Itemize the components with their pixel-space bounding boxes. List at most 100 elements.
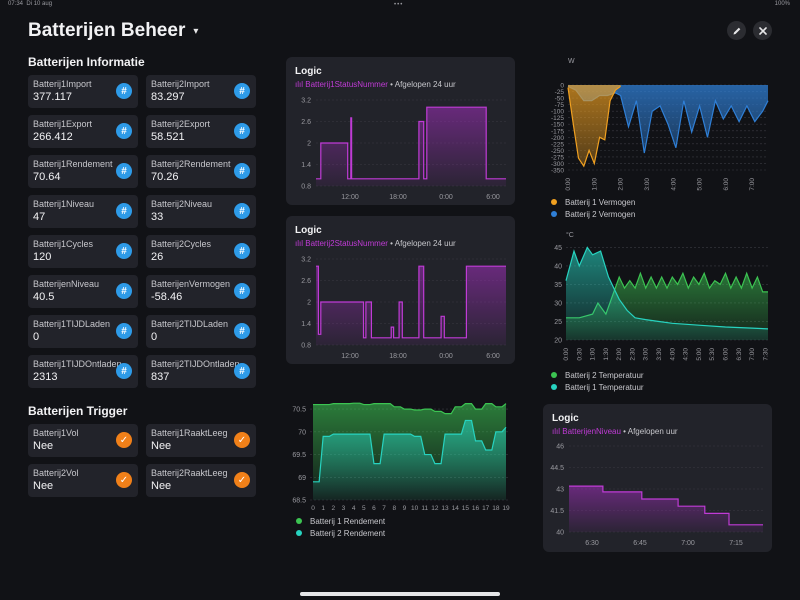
info-card[interactable]: Batterij1Cycles 120 # — [28, 235, 138, 268]
trigger-card[interactable]: Batterij2Vol Nee ✓ — [28, 464, 138, 497]
close-button[interactable] — [753, 21, 772, 40]
trigger-card[interactable]: Batterij1Vol Nee ✓ — [28, 424, 138, 457]
info-card[interactable]: BatterijenNiveau 40.5 # — [28, 275, 138, 308]
legend-item[interactable]: Batterij 2 Temperatuur — [551, 369, 644, 381]
info-card[interactable]: Batterij2Import 83.297 # — [146, 75, 256, 108]
card-value: 0 — [151, 331, 158, 343]
info-card[interactable]: Batterij1TIJDLaden 0 # — [28, 315, 138, 348]
info-card[interactable]: Batterij2Cycles 26 # — [146, 235, 256, 268]
x-tick-label: 8 — [392, 505, 396, 512]
x-tick-label: 12:00 — [341, 194, 359, 201]
series-area — [566, 247, 768, 340]
y-tick-label: 43 — [556, 487, 564, 494]
card-value: 26 — [151, 251, 164, 263]
info-card[interactable]: Batterij2TIJDOntladen 837 # — [146, 355, 256, 388]
x-tick-label: 7:00 — [749, 348, 756, 361]
legend-item[interactable]: Batterij 2 Rendement — [296, 527, 385, 539]
checkmark-icon: ✓ — [234, 432, 250, 448]
entity-name[interactable]: Batterij1StatusNummer — [305, 80, 388, 89]
y-tick-label: -100 — [551, 109, 564, 116]
card-value: Nee — [151, 440, 172, 452]
multitask-dots[interactable]: ••• — [394, 2, 404, 8]
y-tick-label: 1.4 — [301, 321, 311, 328]
x-tick-label: 7:15 — [729, 540, 743, 547]
logic-card-status2[interactable]: Logic ılıl Batterij2StatusNummer • Afgel… — [286, 216, 515, 364]
x-tick-label: 0:00 — [439, 194, 453, 201]
y-tick-label: 69.5 — [292, 452, 306, 459]
series-line — [313, 419, 507, 483]
y-tick-label: 2 — [307, 300, 311, 307]
x-tick-label: 4 — [352, 505, 356, 512]
period-label: • Afgelopen 24 uur — [387, 80, 456, 89]
card-label: Batterij1Niveau — [33, 199, 95, 209]
home-indicator[interactable] — [300, 592, 500, 596]
info-card[interactable]: Batterij1Import 377.117 # — [28, 75, 138, 108]
card-label: Batterij1TIJDOntladen — [33, 359, 122, 369]
x-tick-label: 5:00 — [696, 348, 703, 361]
x-tick-label: 3:30 — [656, 348, 663, 361]
card-label: Batterij2Vol — [33, 468, 79, 478]
entity-name[interactable]: BatterijenNiveau — [562, 427, 621, 436]
info-card[interactable]: Batterij1Niveau 47 # — [28, 195, 138, 228]
edit-button[interactable] — [727, 21, 746, 40]
info-card[interactable]: Batterij2Rendement 70.26 # — [146, 155, 256, 188]
x-tick-label: 5 — [362, 505, 366, 512]
hash-icon: # — [116, 283, 132, 299]
y-tick-label: 41.5 — [550, 508, 564, 515]
legend-item[interactable]: Batterij 1 Vermogen — [551, 196, 635, 208]
card-label: BatterijenNiveau — [33, 279, 100, 289]
hash-icon: # — [116, 163, 132, 179]
dashboard-header: Batterijen Beheer ▾ — [28, 20, 198, 42]
chevron-down-icon[interactable]: ▾ — [193, 25, 199, 37]
series-line — [566, 271, 768, 319]
legend-item[interactable]: Batterij 2 Vermogen — [551, 208, 635, 220]
y-tick-label: 30 — [554, 300, 562, 307]
logic-card-status1[interactable]: Logic ılıl Batterij1StatusNummer • Afgel… — [286, 57, 515, 205]
x-tick-label: 9 — [403, 505, 407, 512]
x-tick-label: 15 — [462, 505, 470, 512]
x-tick-label: 12 — [431, 505, 439, 512]
card-value: 2313 — [33, 371, 58, 383]
card-label: Batterij2RaaktLeeg — [151, 468, 228, 478]
info-card[interactable]: Batterij2Niveau 33 # — [146, 195, 256, 228]
x-tick-label: 6 — [372, 505, 376, 512]
info-card[interactable]: BatterijenVermogen -58.46 # — [146, 275, 256, 308]
y-tick-label: 45 — [554, 245, 562, 252]
legend-item[interactable]: Batterij 1 Temperatuur — [551, 381, 644, 393]
x-tick-label: 4:30 — [683, 348, 690, 361]
y-tick-label: 70.5 — [292, 407, 306, 414]
x-tick-label: 19 — [502, 505, 510, 512]
trigger-card[interactable]: Batterij2RaaktLeeg Nee ✓ — [146, 464, 256, 497]
temperatuur-chart: °C 45 40 35 30 25 200:00 0:30 1:00 1:30 2:00 2:30 3:… — [554, 231, 769, 361]
y-tick-label: 2.6 — [301, 119, 311, 126]
series-line — [316, 265, 506, 339]
entity-name[interactable]: Batterij2StatusNummer — [305, 239, 388, 248]
checkmark-icon: ✓ — [116, 472, 132, 488]
info-card[interactable]: Batterij1Rendement 70.64 # — [28, 155, 138, 188]
x-tick-label: 2:00 — [616, 348, 623, 361]
card-title: Logic — [295, 66, 322, 77]
section-title-info: Batterijen Informatie — [28, 55, 145, 69]
info-card[interactable]: Batterij2Export 58.521 # — [146, 115, 256, 148]
y-tick-label: 69 — [298, 475, 306, 482]
legend-item[interactable]: Batterij 1 Rendement — [296, 515, 385, 527]
trigger-card[interactable]: Batterij1RaaktLeeg Nee ✓ — [146, 424, 256, 457]
card-subtitle: ılıl BatterijenNiveau • Afgelopen uur — [552, 427, 678, 436]
card-label: BatterijenVermogen — [151, 279, 231, 289]
y-tick-label: 3.2 — [301, 257, 311, 264]
info-card[interactable]: Batterij1Export 266.412 # — [28, 115, 138, 148]
info-card[interactable]: Batterij2TIJDLaden 0 # — [146, 315, 256, 348]
x-tick-label: 1:30 — [603, 348, 610, 361]
temperatuur-legend: Batterij 2 Temperatuur Batterij 1 Temper… — [551, 369, 644, 393]
card-value: 40.5 — [33, 291, 55, 303]
y-axis-unit: W — [568, 58, 575, 65]
info-card[interactable]: Batterij1TIJDOntladen 2313 # — [28, 355, 138, 388]
x-tick-label: 10 — [411, 505, 419, 512]
card-label: Batterij2Niveau — [151, 199, 213, 209]
logic-card-niveau[interactable]: Logic ılıl BatterijenNiveau • Afgelopen … — [543, 404, 772, 552]
signal-bars-icon: ılıl — [295, 239, 303, 248]
dashboard-title[interactable]: Batterijen Beheer — [28, 20, 186, 41]
card-value: 70.26 — [151, 171, 179, 183]
y-tick-label: -25 — [555, 89, 565, 96]
x-tick-label: 4:00 — [669, 348, 676, 361]
